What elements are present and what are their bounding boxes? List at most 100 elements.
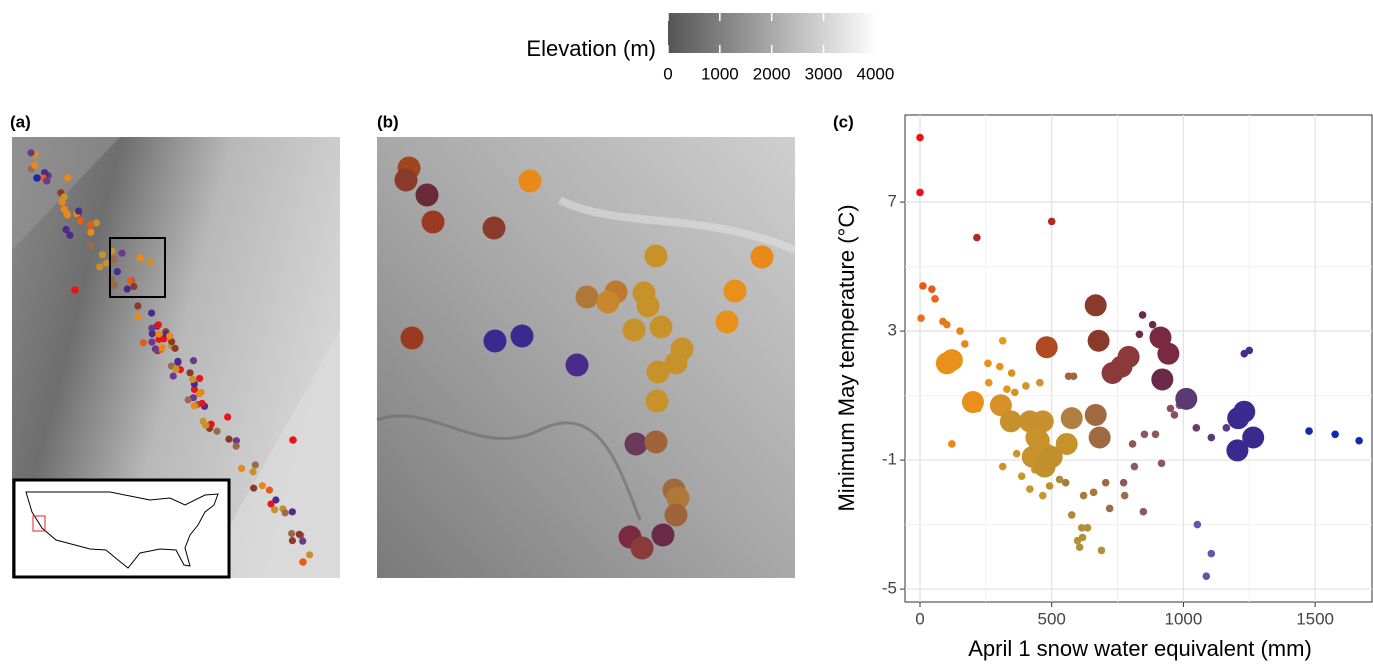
site — [225, 435, 233, 443]
point — [1077, 524, 1086, 532]
site — [565, 353, 589, 377]
point — [1036, 378, 1044, 387]
point — [1355, 436, 1363, 445]
site — [139, 339, 147, 347]
site — [154, 321, 162, 329]
point — [1038, 491, 1047, 500]
site — [110, 281, 119, 289]
point — [1193, 520, 1202, 529]
point — [931, 295, 939, 303]
site — [87, 228, 95, 236]
site — [174, 358, 182, 366]
site — [624, 432, 648, 456]
x-tick-label: 500 — [1038, 609, 1066, 628]
site — [158, 344, 166, 352]
point — [996, 362, 1004, 371]
point — [989, 394, 1012, 417]
site — [237, 464, 246, 473]
site — [92, 219, 101, 227]
point — [1073, 536, 1082, 545]
point — [1055, 432, 1078, 455]
site — [636, 294, 660, 318]
point — [1148, 320, 1157, 329]
site — [171, 344, 179, 352]
point — [943, 320, 951, 329]
site — [58, 198, 66, 206]
site — [98, 251, 106, 259]
site — [510, 324, 534, 348]
site — [421, 210, 445, 234]
point — [1227, 407, 1250, 430]
site — [118, 249, 126, 257]
point — [1017, 472, 1026, 481]
site — [87, 221, 95, 229]
colorbar-title: Elevation (m) — [526, 36, 656, 61]
point — [1012, 449, 1021, 458]
site — [630, 536, 654, 560]
colorbar-tick-label: 4000 — [856, 64, 894, 83]
point — [1166, 404, 1175, 413]
site — [148, 330, 156, 338]
site — [74, 207, 83, 215]
site — [76, 217, 84, 225]
site — [258, 482, 267, 490]
site — [272, 496, 280, 504]
point — [1055, 475, 1064, 484]
site — [155, 330, 163, 338]
panel-label: (b) — [377, 112, 399, 131]
point — [1083, 524, 1092, 532]
point — [916, 188, 924, 197]
site — [575, 285, 599, 309]
point — [916, 133, 924, 142]
site — [146, 258, 154, 266]
point — [919, 282, 927, 290]
site — [134, 302, 142, 310]
site — [644, 430, 668, 454]
point — [961, 391, 984, 414]
colorbar-tick-label: 2000 — [753, 64, 791, 83]
site — [224, 413, 232, 421]
point — [948, 440, 956, 448]
site — [289, 436, 297, 444]
site — [299, 558, 307, 566]
site — [249, 468, 257, 476]
point — [1047, 217, 1056, 226]
point — [1245, 346, 1254, 355]
site — [646, 360, 670, 384]
site — [651, 523, 675, 547]
inset — [12, 478, 231, 579]
point — [1075, 543, 1084, 551]
point — [956, 327, 964, 335]
y-axis-title: Minimum May temperature (°C) — [834, 204, 859, 511]
site — [71, 286, 79, 294]
point — [1022, 382, 1030, 390]
point — [1088, 426, 1111, 449]
site — [271, 506, 279, 514]
point — [1139, 507, 1148, 516]
terrain — [558, 196, 797, 254]
point — [999, 410, 1022, 433]
point — [973, 233, 981, 242]
point — [1119, 478, 1128, 487]
point — [1007, 369, 1016, 377]
site — [136, 254, 144, 262]
site — [27, 149, 35, 157]
site — [202, 421, 210, 429]
panel-label: (a) — [10, 112, 31, 131]
site — [666, 486, 690, 510]
y-tick-label: 7 — [888, 192, 897, 211]
point — [1140, 430, 1149, 439]
site — [66, 231, 74, 239]
point — [1061, 478, 1070, 487]
point — [1120, 491, 1129, 500]
site — [43, 177, 51, 185]
point — [1097, 546, 1106, 555]
point — [1079, 491, 1088, 500]
point — [1305, 427, 1313, 435]
site — [130, 282, 138, 291]
terrain — [200, 330, 340, 578]
x-tick-label: 1000 — [1164, 609, 1202, 628]
point — [940, 349, 963, 372]
point — [1222, 424, 1231, 432]
site — [197, 388, 205, 396]
